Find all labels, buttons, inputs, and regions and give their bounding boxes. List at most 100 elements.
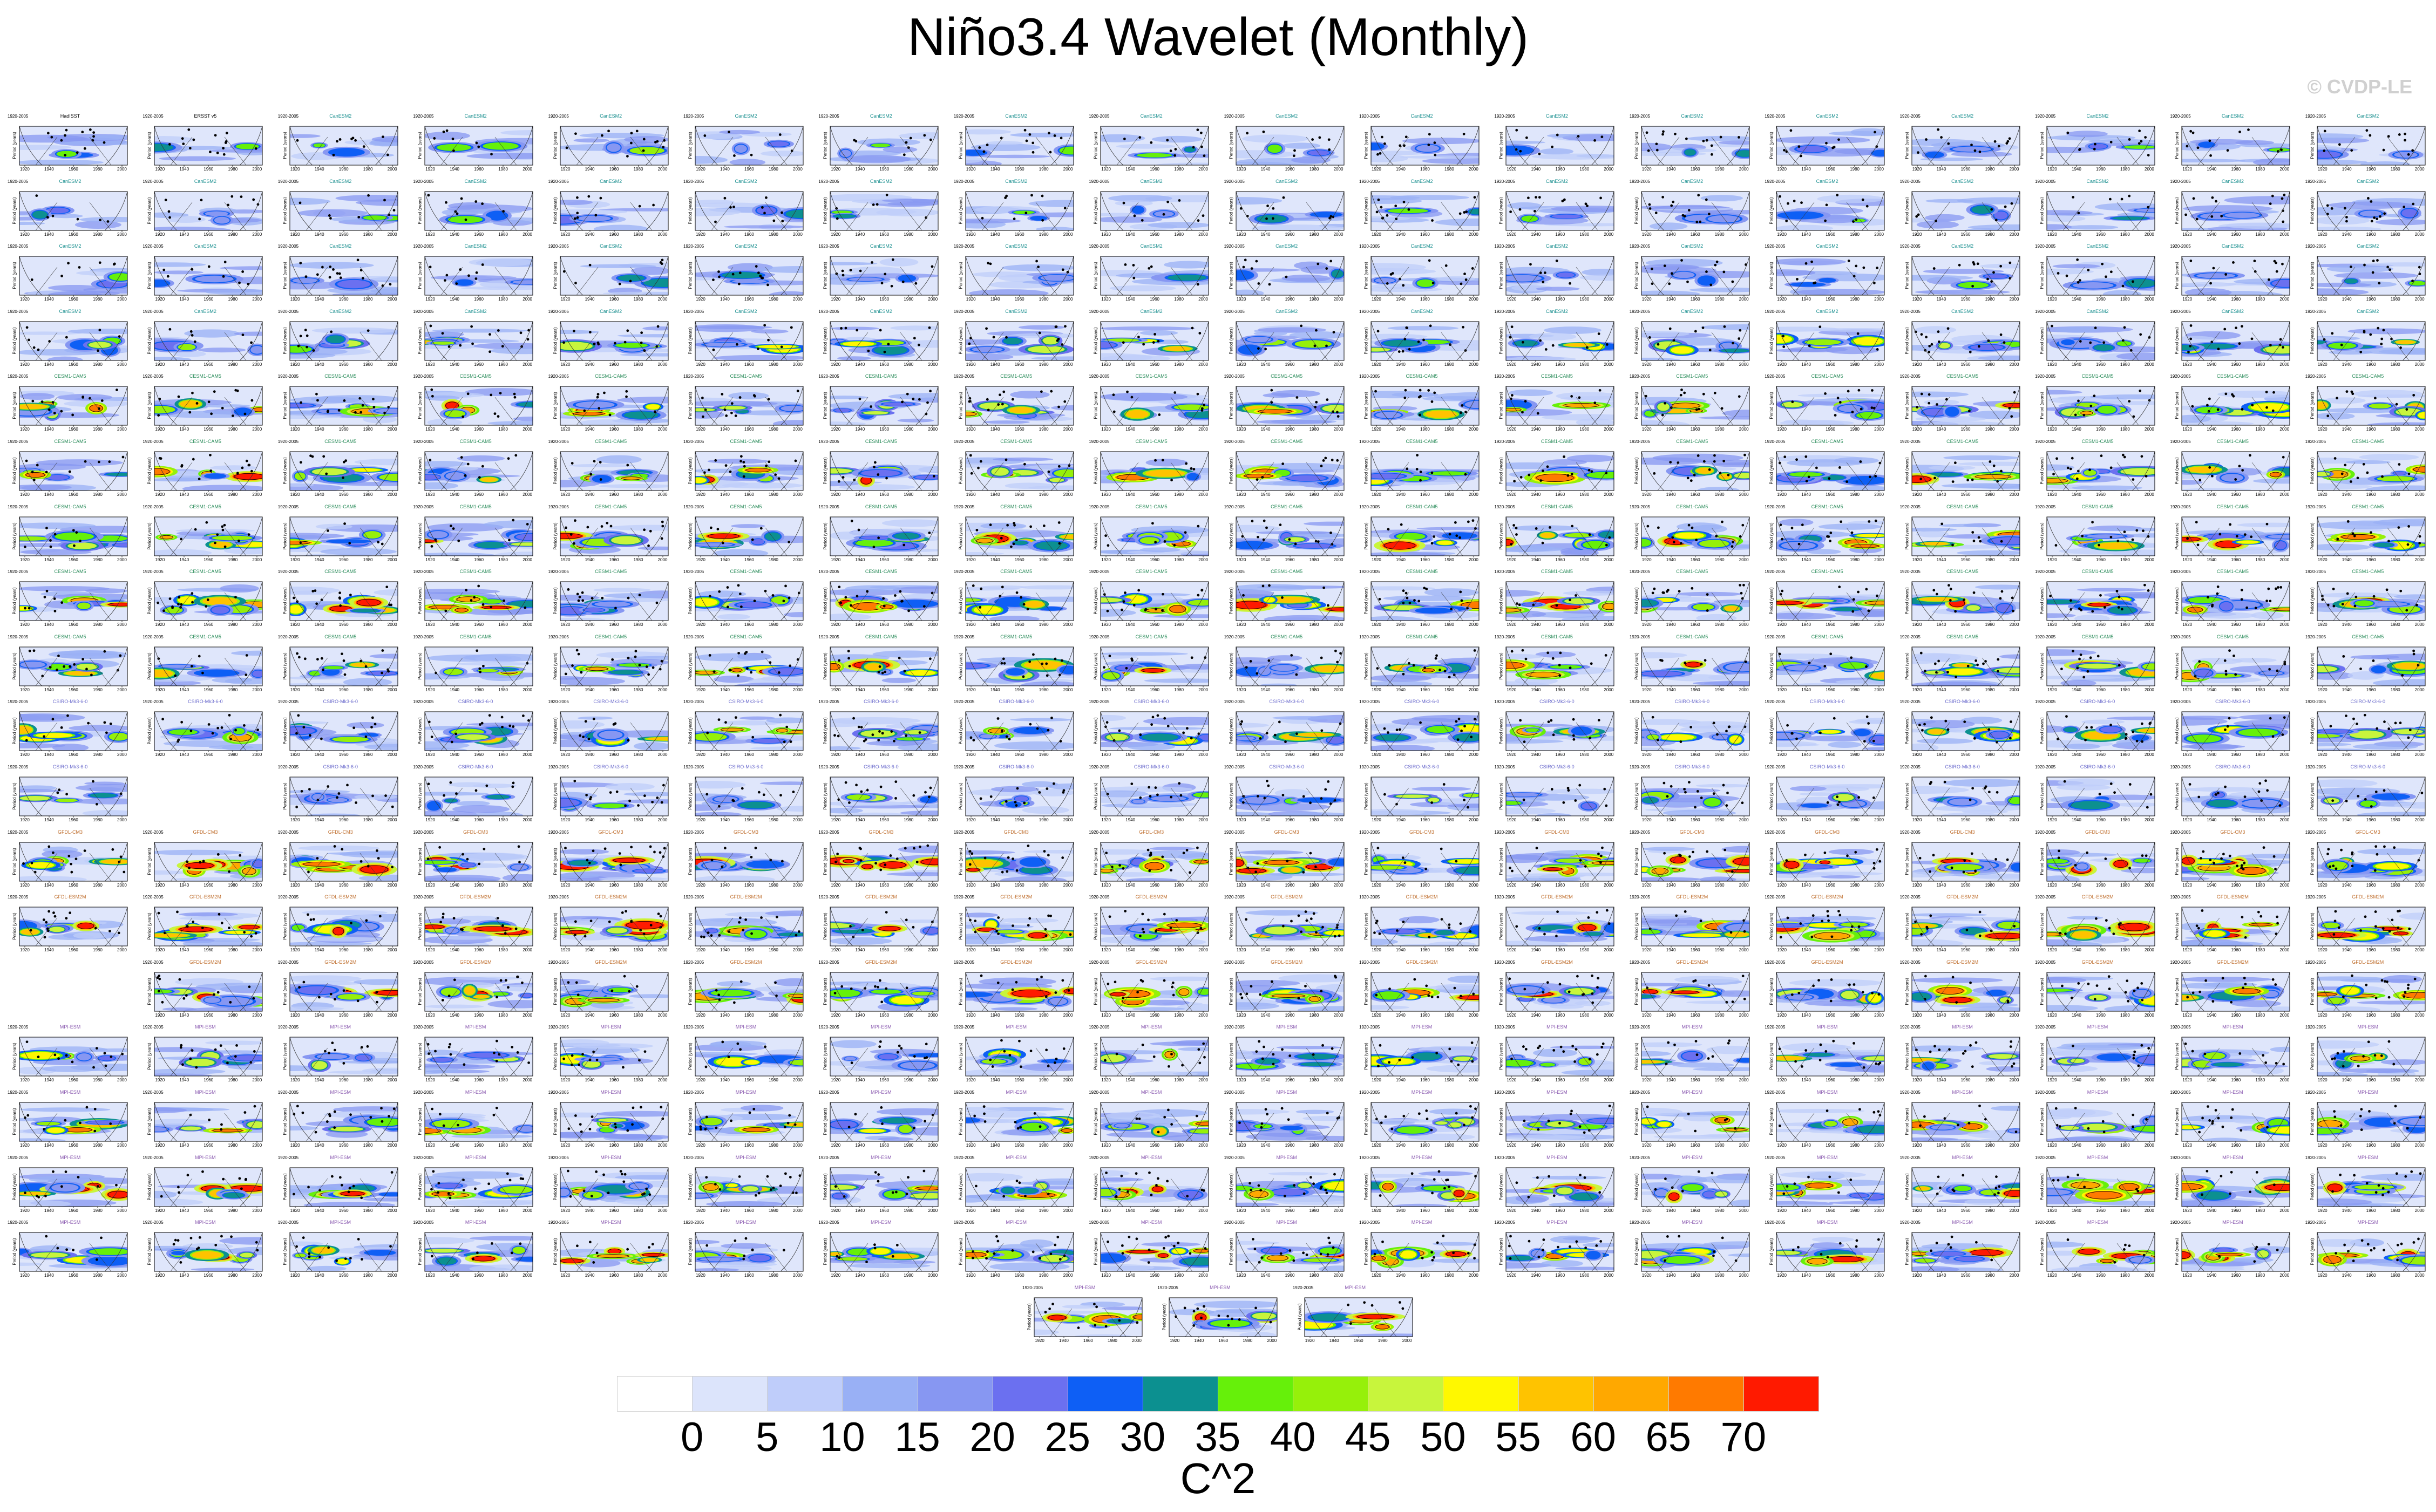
panel-xtick-label: 2000: [388, 427, 397, 432]
panel-xtick-label: 1940: [44, 362, 54, 367]
panel-xtick-label: 2000: [2010, 1013, 2019, 1018]
wavelet-plot: [1359, 829, 1484, 889]
wavelet-plot: [2170, 1220, 2295, 1279]
panel-xtick-label: 1980: [1985, 232, 1995, 237]
panel-xtick-label: 1940: [1937, 622, 1946, 627]
panel-xtick-label: 1980: [2255, 1013, 2265, 1018]
panel-xtick-label: 2000: [1198, 232, 1208, 237]
panel-xtick-label: 1960: [1555, 1208, 1565, 1213]
panel-xtick-label: 1960: [474, 818, 484, 822]
panel-xtick-label: 2000: [252, 557, 262, 562]
panel-xtick-label: 1920: [1777, 883, 1787, 888]
wavelet-plot: [278, 373, 403, 433]
panel-xtick-label: 2000: [928, 557, 938, 562]
wavelet-panel: 1920-2005 CanESM2 Period (years) 1920 1940 19…: [1359, 179, 1484, 238]
wavelet-plot: [413, 959, 538, 1019]
wavelet-panel: 1920-2005 CESM1-CAM5 Period (years) 1920 194…: [1900, 634, 2025, 693]
panel-xtick-label: 2000: [793, 948, 803, 952]
panel-xtick-label: 1940: [1396, 1273, 1406, 1278]
panel-xtick-label: 1920: [1642, 297, 1652, 302]
wavelet-panel: 1920-2005 MPI-ESM Period (years) 1920 1940 19…: [2035, 1155, 2160, 1214]
panel-xtick-label: 1980: [769, 1273, 778, 1278]
panel-xtick-label: 1920: [966, 232, 976, 237]
panel-xtick-label: 1940: [315, 297, 324, 302]
wavelet-plot: [2305, 1089, 2431, 1149]
panel-xtick-label: 1940: [1937, 948, 1946, 952]
wavelet-plot: [413, 1220, 538, 1279]
wavelet-plot: [2170, 439, 2295, 498]
panel-xtick-label: 1920: [290, 297, 300, 302]
panel-xtick-label: 1940: [1531, 1013, 1541, 1018]
panel-xtick-label: 1920: [1507, 1273, 1516, 1278]
panel-xtick-label: 1920: [1777, 1013, 1787, 1018]
panel-xtick-label: 1960: [2366, 1143, 2376, 1148]
panel-xtick-label: 2000: [2279, 622, 2289, 627]
panel-xtick-label: 1920: [966, 1078, 976, 1082]
wavelet-panel: 1920-2005 GFDL-ESM2M Period (years) 1920 194…: [1765, 894, 1890, 953]
panel-xtick-label: 1940: [450, 883, 459, 888]
panel-xtick-label: 2000: [1739, 622, 1749, 627]
wavelet-plot: [683, 894, 809, 953]
panel-xtick-label: 1960: [1150, 167, 1159, 172]
wavelet-plot: [278, 829, 403, 889]
panel-xtick-label: 1960: [2366, 297, 2376, 302]
wavelet-panel: 1920-2005 GFDL-ESM2M Period (years) 1920 194…: [954, 894, 1079, 953]
wavelet-plot: [278, 179, 403, 238]
colorbar-box: [918, 1376, 993, 1412]
wavelet-panel: 1920-2005 CanESM2 Period (years) 1920 1940 19…: [278, 309, 403, 368]
wavelet-panel: 1920-2005 CESM1-CAM5 Period (years) 1920 194…: [2305, 634, 2431, 693]
wavelet-plot: [548, 309, 674, 368]
panel-xtick-label: 1980: [363, 557, 373, 562]
panel-xtick-label: 1920: [290, 948, 300, 952]
panel-xtick-label: 1960: [69, 818, 78, 822]
panel-xtick-label: 2000: [1739, 948, 1749, 952]
panel-xtick-label: 2000: [252, 492, 262, 497]
wavelet-plot: [1900, 699, 2025, 758]
wavelet-plot: [8, 894, 133, 953]
wavelet-panel: 1920-2005 MPI-ESM Period (years) 1920 1940 19…: [1494, 1024, 1619, 1084]
wavelet-panel: 1920-2005 MPI-ESM Period (years) 1920 1940 19…: [954, 1220, 1079, 1279]
panel-xtick-label: 1980: [904, 687, 913, 692]
wavelet-panel: 1920-2005 CESM1-CAM5 Period (years) 1920 194…: [413, 504, 538, 563]
panel-xtick-label: 2000: [1334, 1143, 1343, 1148]
panel-xtick-label: 1940: [1396, 752, 1406, 757]
panel-xtick-label: 1960: [1150, 1078, 1159, 1082]
wavelet-panel: 1920-2005 CESM1-CAM5 Period (years) 1920 194…: [1089, 504, 1214, 563]
wavelet-plot: [818, 829, 944, 889]
panel-xtick-label: 1980: [1444, 1143, 1454, 1148]
panel-xtick-label: 2000: [793, 1078, 803, 1082]
wavelet-plot: [2035, 764, 2160, 823]
panel-xtick-label: 1980: [2391, 883, 2400, 888]
panel-xtick-label: 2000: [1469, 557, 1478, 562]
panel-xtick-label: 1940: [315, 492, 324, 497]
panel-xtick-label: 1920: [831, 1208, 840, 1213]
panel-xtick-label: 1980: [634, 362, 643, 367]
panel-xtick-label: 1980: [93, 1208, 103, 1213]
wavelet-plot: [954, 243, 1079, 303]
panel-xtick-label: 1960: [1555, 622, 1565, 627]
panel-xtick-label: 1980: [904, 362, 913, 367]
wavelet-plot: [954, 113, 1079, 173]
panel-xtick-label: 1920: [561, 1143, 571, 1148]
panel-xtick-label: 1960: [1420, 1273, 1430, 1278]
panel-xtick-label: 2000: [658, 167, 668, 172]
panel-xtick-label: 1920: [1777, 818, 1787, 822]
panel-xtick-label: 1920: [696, 1078, 705, 1082]
panel-xtick-label: 2000: [1198, 622, 1208, 627]
wavelet-panel: 1920-2005 MPI-ESM Period (years) 1920 1940 19…: [1359, 1089, 1484, 1149]
panel-xtick-label: 1940: [1396, 557, 1406, 562]
wavelet-plot: [413, 113, 538, 173]
wavelet-plot: [1359, 699, 1484, 758]
wavelet-panel: 1920-2005 CanESM2 Period (years) 1920 1940 19…: [2305, 243, 2431, 303]
panel-xtick-label: 1960: [1691, 622, 1700, 627]
panel-xtick-label: 1920: [2318, 1013, 2328, 1018]
panel-xtick-label: 1920: [1237, 1273, 1246, 1278]
panel-xtick-label: 1980: [1174, 232, 1184, 237]
panel-xtick-label: 1980: [1039, 687, 1049, 692]
wavelet-plot: [8, 1220, 133, 1279]
panel-xtick-label: 1960: [1285, 948, 1295, 952]
panel-xtick-label: 1980: [93, 752, 103, 757]
panel-xtick-label: 1980: [363, 622, 373, 627]
panel-xtick-label: 2000: [1604, 557, 1613, 562]
panel-xtick-label: 2000: [388, 818, 397, 822]
